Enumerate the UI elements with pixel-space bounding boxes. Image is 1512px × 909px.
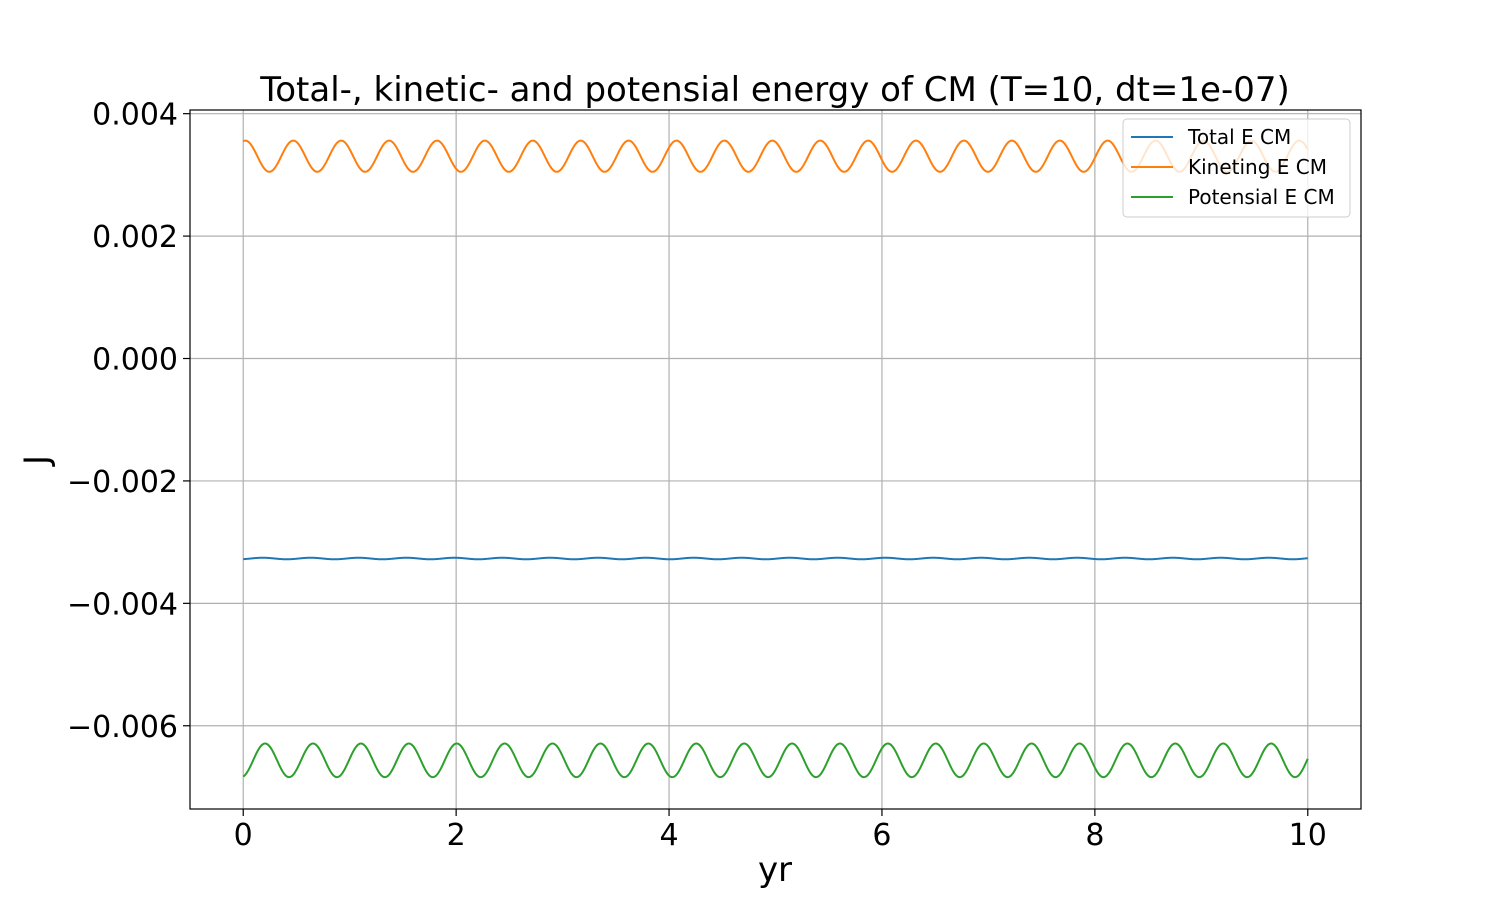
legend-label-potential: Potensial E CM	[1188, 185, 1335, 209]
y-tick-label: 0.000	[92, 343, 178, 378]
y-axis-label: J	[17, 455, 57, 467]
x-tick-label: 6	[872, 818, 891, 853]
x-tick-label: 2	[447, 818, 466, 853]
y-tick-label: −0.006	[67, 710, 178, 745]
y-tick-label: 0.002	[92, 220, 178, 255]
x-tick-label: 4	[659, 818, 678, 853]
chart-title: Total-, kinetic- and potensial energy of…	[259, 70, 1290, 110]
plot-frame	[189, 109, 1362, 810]
y-axis-ticks: 0.004 0.002 0.000 −0.002 −0.004 −0.006	[67, 98, 190, 745]
legend: Total E CM Kineting E CM Potensial E CM	[1122, 118, 1351, 218]
series-line-total	[243, 556, 1308, 561]
x-axis-label: yr	[758, 850, 792, 890]
legend-label-kinetic: Kineting E CM	[1188, 155, 1327, 179]
x-tick-label: 8	[1085, 818, 1104, 853]
y-tick-label: −0.002	[67, 465, 178, 500]
legend-label-total: Total E CM	[1187, 125, 1291, 149]
legend-box	[1122, 118, 1351, 218]
grid-lines	[190, 110, 1361, 809]
x-tick-label: 0	[234, 818, 253, 853]
y-tick-label: 0.004	[92, 98, 178, 133]
x-axis-ticks: 0 2 4 6 8 10	[234, 809, 1327, 853]
y-tick-label: −0.004	[67, 587, 178, 622]
x-tick-label: 10	[1289, 818, 1327, 853]
series-line-potential	[242, 742, 1309, 779]
